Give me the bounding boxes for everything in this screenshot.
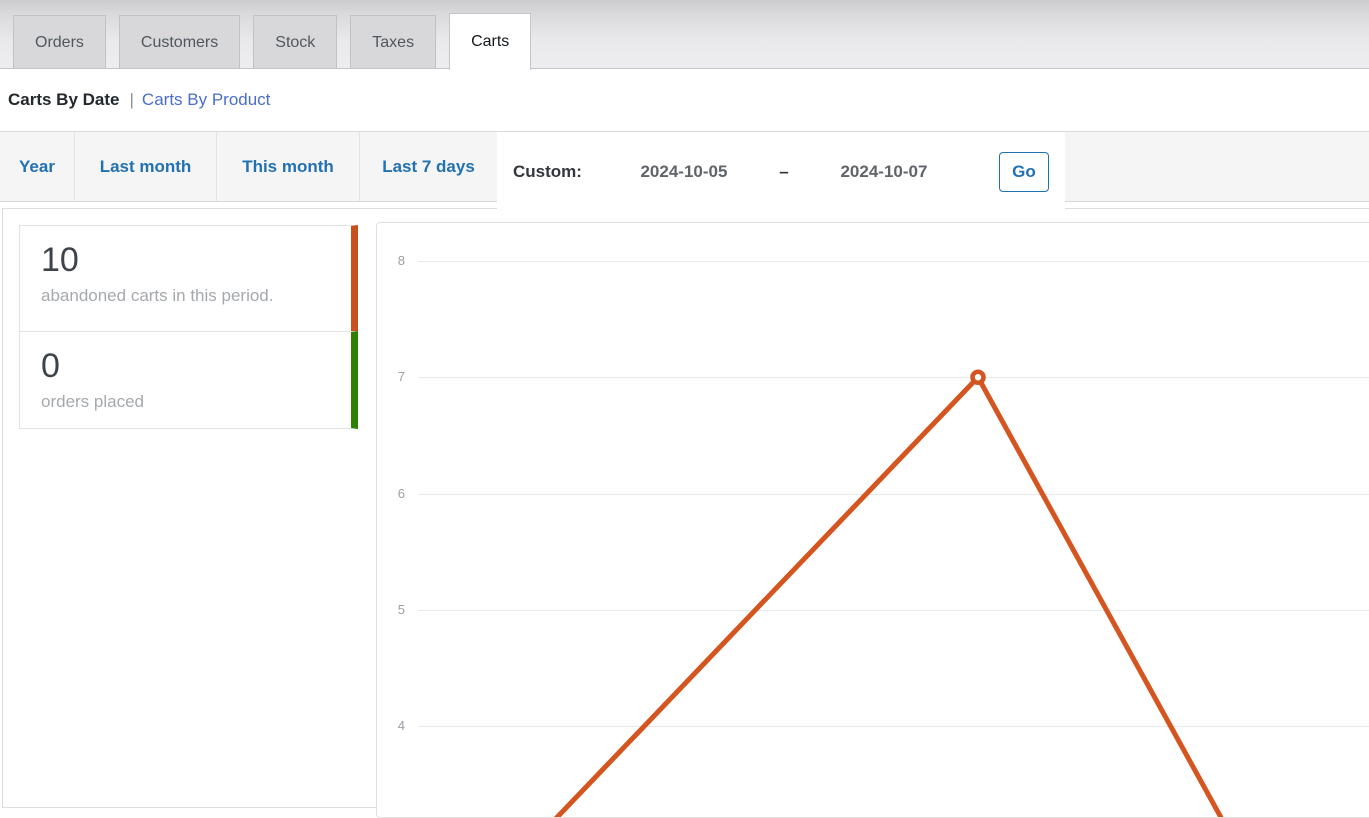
range-last-7-days[interactable]: Last 7 days	[360, 132, 498, 201]
range-year[interactable]: Year	[0, 132, 75, 201]
orders-placed-label: orders placed	[41, 392, 145, 411]
y-tick-label: 7	[397, 369, 405, 385]
tab-stock[interactable]: Stock	[253, 15, 338, 68]
abandoned-carts-count: 10	[41, 241, 79, 279]
report-tabs: Orders Customers Stock Taxes Carts	[13, 13, 544, 70]
y-tick-label: 4	[397, 718, 405, 733]
go-button[interactable]: Go	[998, 152, 1049, 192]
tab-carts[interactable]: Carts	[449, 13, 532, 70]
range-this-month[interactable]: This month	[217, 132, 360, 201]
tab-orders[interactable]: Orders	[13, 15, 106, 68]
tab-taxes[interactable]: Taxes	[350, 15, 437, 68]
chart-area: 8 7 6 5 4	[376, 222, 1369, 818]
subnav-separator: |	[129, 90, 134, 109]
gridline	[418, 726, 1369, 727]
date-range-dash: –	[779, 162, 789, 181]
subnav-carts-by-date[interactable]: Carts By Date	[8, 90, 120, 109]
gridline	[418, 261, 1369, 262]
report-tab-bar: Orders Customers Stock Taxes Carts	[0, 0, 1369, 70]
subnav-carts-by-product-link[interactable]: Carts By Product	[141, 90, 271, 109]
report-subnav: Carts By Date | Carts By Product	[8, 69, 1358, 131]
gridline	[418, 609, 1369, 611]
gridline	[418, 377, 1369, 379]
y-tick-label: 6	[397, 485, 405, 501]
stat-box: 10 abandoned carts in this period.	[19, 225, 358, 332]
range-last-month[interactable]: Last month	[75, 132, 217, 201]
gridline	[418, 493, 1369, 495]
end-date-input[interactable]: 2024-10-07	[840, 162, 928, 181]
cart-line-svg	[553, 369, 1224, 817]
y-tick-label: 8	[397, 253, 405, 268]
orders-placed-count: 0	[41, 347, 60, 385]
chart-sidebar-stats: 10 abandoned carts in this period. 0 ord…	[19, 225, 358, 429]
y-tick-label: 5	[397, 601, 405, 617]
custom-range-label: Custom:	[513, 162, 582, 181]
tab-customers[interactable]: Customers	[118, 15, 241, 68]
custom-range-section: Custom: 2024-10-05 – 2024-10-07 Go	[497, 132, 1065, 212]
stat-box: 0 orders placed	[19, 331, 358, 429]
start-date-input[interactable]: 2024-10-05	[640, 162, 728, 181]
abandoned-carts-label: abandoned carts in this period.	[41, 286, 274, 305]
